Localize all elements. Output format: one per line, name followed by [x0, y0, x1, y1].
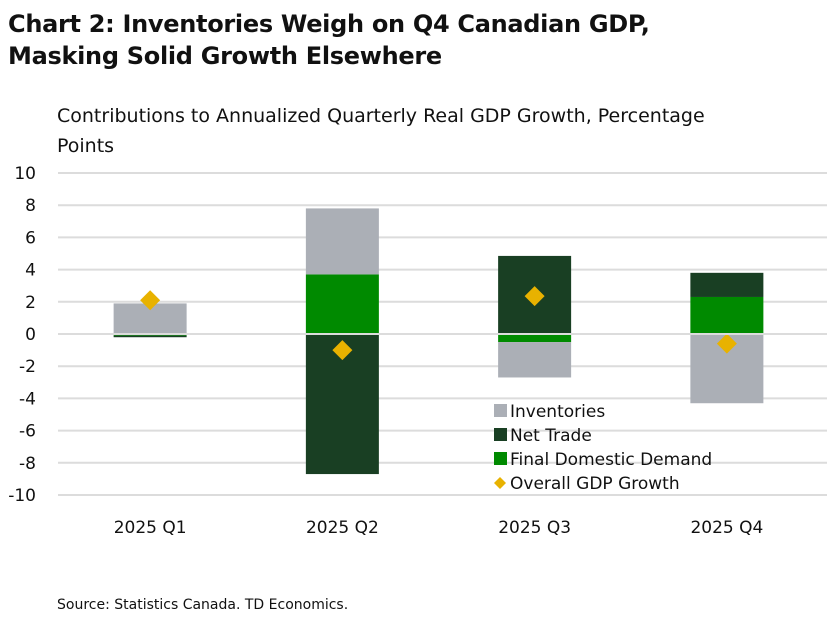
y-tick-label: 8 [25, 196, 36, 216]
legend-swatch [494, 404, 507, 417]
x-tick-label: 2025 Q2 [306, 518, 379, 538]
y-tick-label: -8 [19, 454, 36, 474]
y-tick-label: -2 [19, 357, 36, 377]
bar-final-domestic-demand [498, 334, 572, 343]
y-tick-label: -4 [19, 389, 36, 409]
y-tick-label: -6 [19, 422, 36, 442]
chart-source: Source: Statistics Canada. TD Economics. [57, 597, 349, 613]
legend-swatch [494, 452, 507, 465]
y-tick-label: 10 [14, 164, 36, 184]
x-tick-label: 2025 Q4 [690, 518, 763, 538]
legend-label: Inventories [510, 402, 605, 422]
x-tick-label: 2025 Q1 [114, 518, 187, 538]
bar-inventories [498, 342, 572, 378]
gdp-marker [716, 333, 737, 354]
bar-final-domestic-demand [305, 274, 379, 334]
chart-subtitle: Contributions to Annualized Quarterly Re… [57, 105, 705, 157]
chart-title: Chart 2: Inventories Weigh on Q4 Canadia… [8, 10, 650, 70]
y-tick-label: 4 [25, 261, 36, 281]
gdp-marker [140, 290, 161, 311]
legend-swatch [494, 428, 507, 441]
y-tick-label: 6 [25, 228, 36, 248]
legend-swatch [494, 477, 506, 489]
bar-final-domestic-demand [690, 296, 764, 334]
legend-label: Net Trade [510, 426, 592, 446]
bar-net-trade [690, 272, 764, 297]
y-tick-label: 2 [25, 293, 36, 313]
y-tick-label: -10 [8, 486, 36, 506]
legend-label: Overall GDP Growth [510, 474, 680, 494]
gdp-marker [332, 340, 353, 361]
bar-net-trade [113, 335, 187, 338]
bar-inventories [305, 208, 379, 275]
y-tick-label: 0 [25, 325, 36, 345]
legend-label: Final Domestic Demand [510, 450, 712, 470]
gdp-marker [524, 286, 545, 307]
x-tick-label: 2025 Q3 [498, 518, 571, 538]
